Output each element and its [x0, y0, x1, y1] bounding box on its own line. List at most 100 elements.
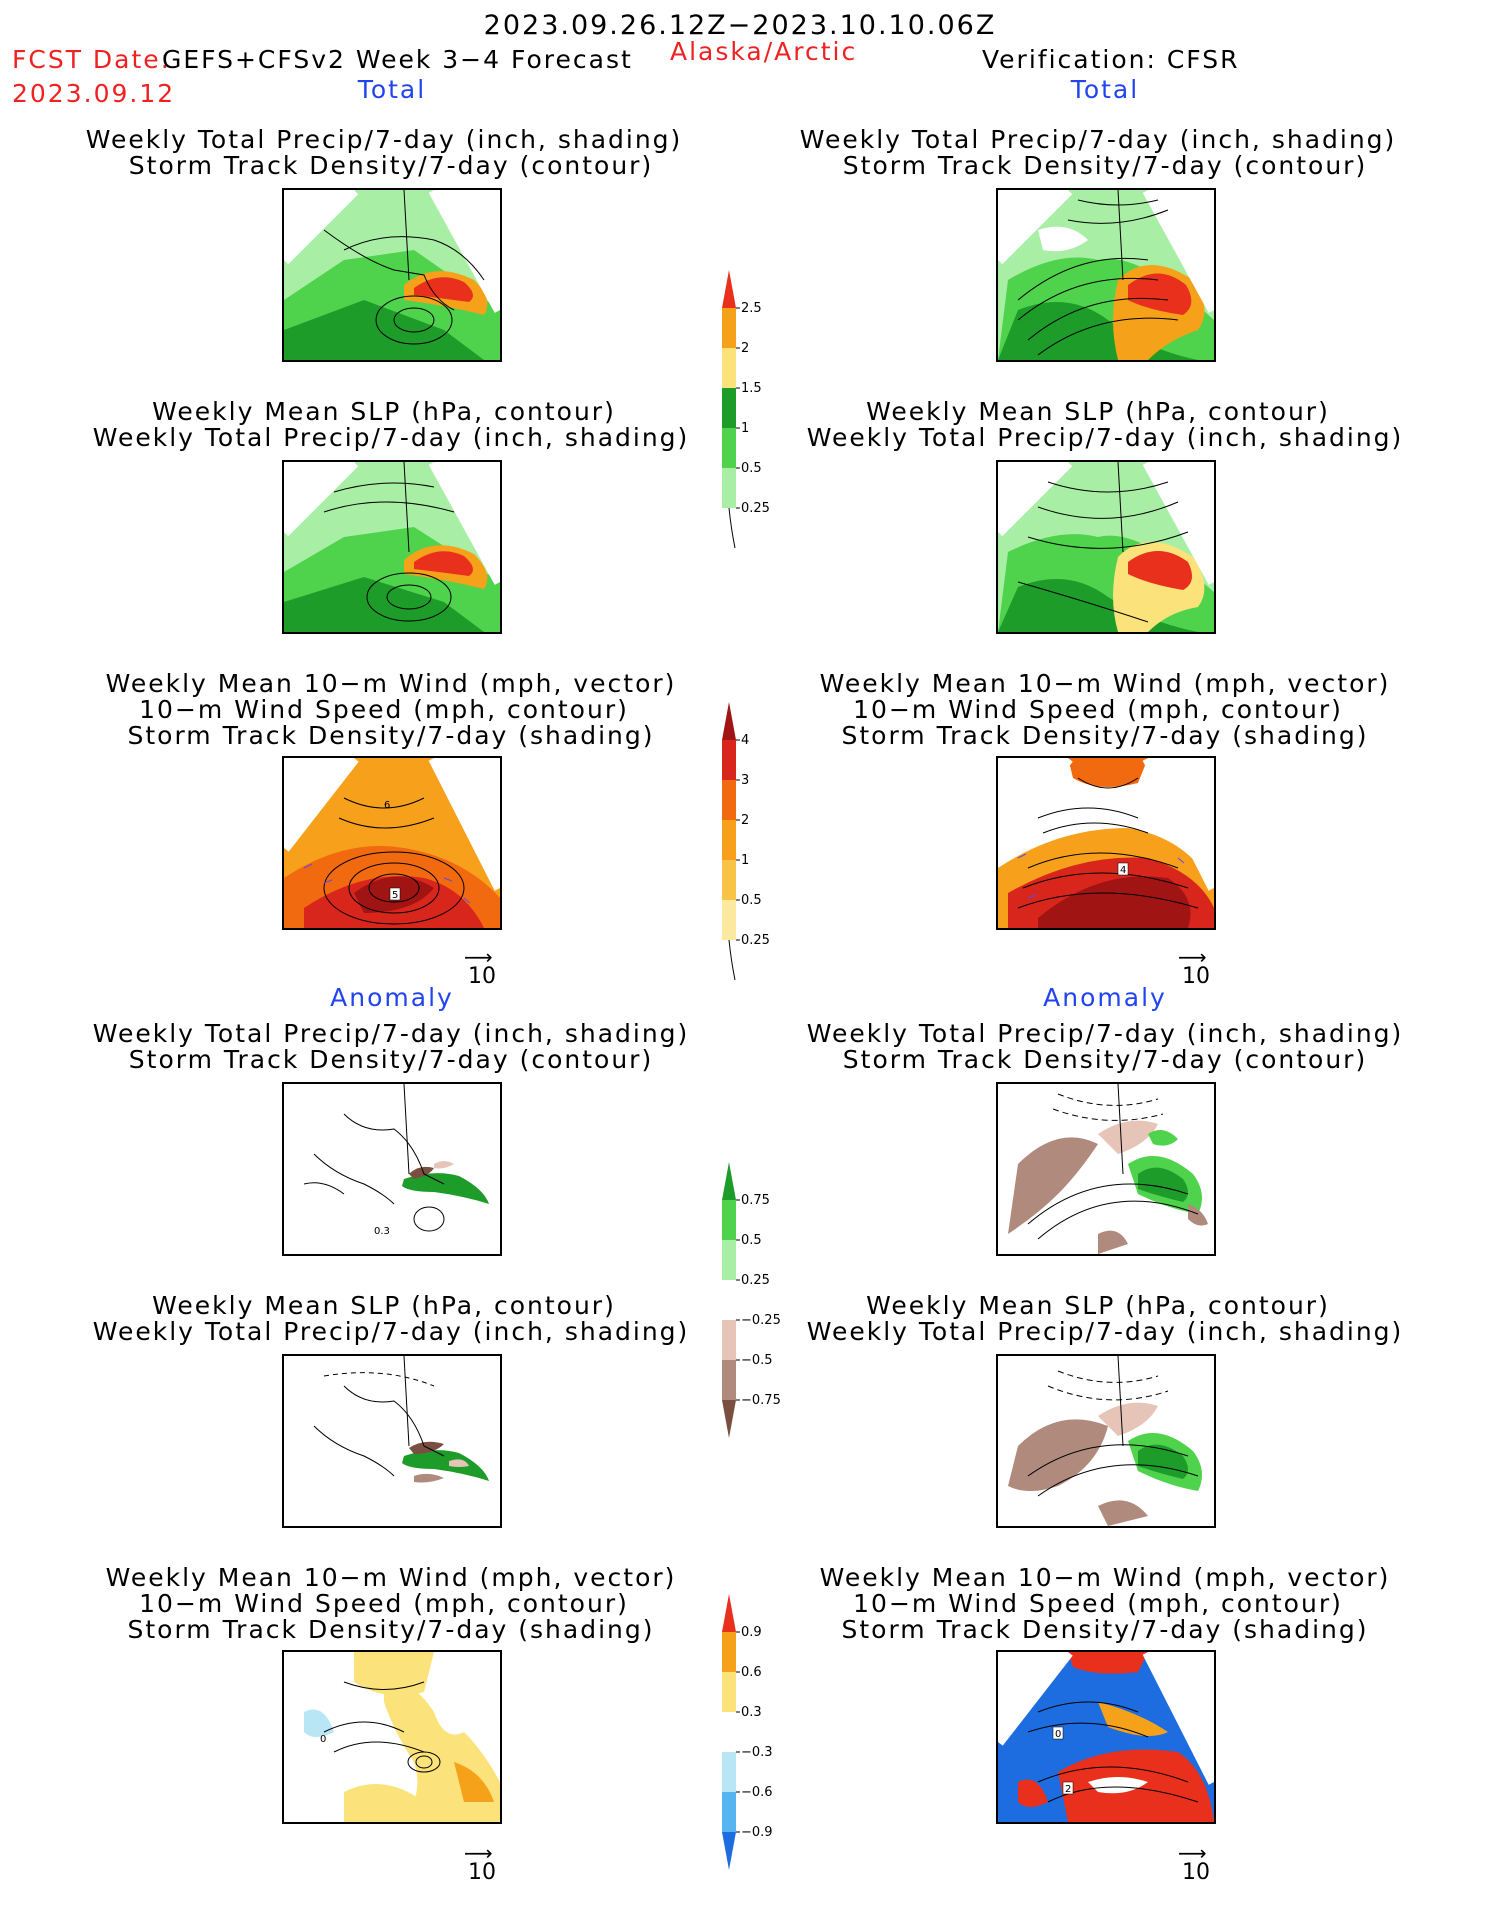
colorbar-segment — [722, 1792, 736, 1832]
map-total-precip-verification — [996, 188, 1216, 362]
colorbar-label: −0.6 — [741, 1785, 773, 1800]
panel-title-line: 10−m Wind Speed (mph, contour) — [853, 695, 1343, 724]
colorbar-label: 1 — [741, 421, 749, 436]
panel-title-line: 10−m Wind Speed (mph, contour) — [853, 1589, 1343, 1618]
map-anom-slp-forecast — [282, 1354, 502, 1528]
colorbar-label: 0.75 — [741, 1193, 770, 1208]
panel-title-line: Weekly Total Precip/7-day (inch, shading… — [92, 1019, 690, 1048]
colorbar-tail — [728, 939, 736, 981]
panel-title-line: Storm Track Density/7-day (contour) — [842, 1045, 1368, 1074]
panel-title-line: Weekly Mean SLP (hPa, contour) — [152, 1291, 616, 1320]
panel-title-line: Storm Track Density/7-day (shading) — [841, 721, 1369, 750]
colorbar-segment — [722, 1632, 736, 1672]
panel-title-line: Weekly Total Precip/7-day (inch, shading… — [92, 423, 690, 452]
colorbar-label: 3 — [741, 773, 749, 788]
colorbar-tail — [728, 507, 736, 549]
colorbar-bottom-triangle — [722, 1832, 736, 1870]
wind-anom-label-right-b: 2 — [1065, 1784, 1071, 1795]
colorbar-label: −0.25 — [741, 1313, 781, 1328]
colorbar-segment — [722, 1672, 736, 1712]
panel-title-line: Weekly Mean SLP (hPa, contour) — [866, 1291, 1330, 1320]
panel-title-line: Storm Track Density/7-day (contour) — [128, 1045, 654, 1074]
colorbar-label: 2.5 — [741, 301, 762, 316]
panel-title-line: Weekly Mean 10−m Wind (mph, vector) — [105, 1563, 677, 1592]
colorbar-segment — [722, 740, 736, 780]
fcst-date-label: FCST Date: — [12, 45, 172, 74]
colorbar-segment — [722, 780, 736, 820]
colorbar-label: 2 — [741, 341, 749, 356]
colorbar-label: 0.5 — [741, 1233, 762, 1248]
verification-title: Verification: CFSR — [982, 45, 1240, 74]
colorbar-segment — [722, 1280, 736, 1320]
colorbar-segment — [722, 308, 736, 348]
colorbar-storm-anom: 0.9 0.6 0.3 −0.3 −0.6 −0.9 — [722, 1594, 773, 1870]
panel-title-line: Storm Track Density/7-day (shading) — [841, 1615, 1369, 1644]
wind-anom-label-left: 0 — [320, 1734, 326, 1745]
colorbar-top-triangle — [722, 1594, 736, 1632]
panel-title-line: Weekly Mean SLP (hPa, contour) — [152, 397, 616, 426]
colorbar-segment — [722, 1712, 736, 1752]
map-anom-wind-forecast: 0 — [282, 1650, 502, 1824]
colorbar-segment — [722, 820, 736, 860]
colorbar-label: 1 — [741, 853, 749, 868]
colorbar-segment — [722, 348, 736, 388]
section-anomaly-left: Anomaly — [330, 983, 454, 1012]
panel-title-line: Storm Track Density/7-day (shading) — [127, 1615, 655, 1644]
map-slp-forecast — [282, 460, 502, 634]
map-anom-slp-verification — [996, 1354, 1216, 1528]
colorbar-segment — [722, 1320, 736, 1360]
colorbar-segment — [722, 388, 736, 428]
panel-title-line: Weekly Total Precip/7-day (inch, shading… — [799, 125, 1397, 154]
arrow-right-icon: ⟶ — [464, 945, 493, 969]
colorbar-bottom-triangle — [722, 1400, 736, 1438]
panel-title-line: Weekly Total Precip/7-day (inch, shading… — [85, 125, 683, 154]
map-total-precip-forecast — [282, 188, 502, 362]
panel-title-line: Weekly Mean 10−m Wind (mph, vector) — [105, 669, 677, 698]
colorbar-segment — [722, 1200, 736, 1240]
map-wind-storm-verification: 4 — [996, 756, 1216, 930]
arrow-right-icon: ⟶ — [1178, 1841, 1207, 1865]
wind-total-label-left-top: 6 — [384, 800, 390, 811]
panel-title-line: Weekly Total Precip/7-day (inch, shading… — [806, 1317, 1404, 1346]
colorbar-top-triangle — [722, 270, 736, 308]
colorbar-segment — [722, 1360, 736, 1400]
panel-title-line: Weekly Total Precip/7-day (inch, shading… — [806, 1019, 1404, 1048]
colorbar-segment — [722, 1240, 736, 1280]
wind-total-label-right: 4 — [1120, 865, 1126, 876]
colorbar-label: 2 — [741, 813, 749, 828]
date-range-title: 2023.09.26.12Z−2023.10.10.06Z — [483, 10, 997, 41]
colorbar-label: 4 — [741, 733, 749, 748]
colorbar-label: −0.5 — [741, 1353, 773, 1368]
colorbar-precip-total: 2.5 2 1.5 1 0.5 0.25 — [722, 270, 770, 549]
map-slp-verification — [996, 460, 1216, 634]
anom-precip-label: 0.3 — [374, 1226, 390, 1237]
vector-reference-value: 10 — [468, 1860, 496, 1885]
panel-title-line: 10−m Wind Speed (mph, contour) — [139, 695, 629, 724]
model-title: GEFS+CFSv2 Week 3−4 Forecast — [162, 45, 633, 74]
region-title: Alaska/Arctic — [670, 37, 858, 66]
vector-reference: ⟶ 10 — [464, 945, 496, 989]
colorbar-label: −0.3 — [741, 1745, 773, 1760]
section-total-right: Total — [1070, 75, 1140, 104]
panel-title-line: Storm Track Density/7-day (contour) — [842, 151, 1368, 180]
map-anom-wind-verification: 0 2 — [996, 1650, 1216, 1824]
panel-title-line: Weekly Mean 10−m Wind (mph, vector) — [819, 1563, 1391, 1592]
section-total-left: Total — [357, 75, 427, 104]
colorbar-label: 0.5 — [741, 461, 762, 476]
map-anom-precip-verification — [996, 1082, 1216, 1256]
arrow-right-icon: ⟶ — [464, 1841, 493, 1865]
vector-reference: ⟶ 10 — [1178, 1841, 1210, 1885]
colorbar-top-triangle — [722, 1162, 736, 1200]
vector-reference-value: 10 — [468, 964, 496, 989]
colorbar-precip-anom: 0.75 0.5 0.25 −0.25 −0.5 −0.75 — [722, 1162, 781, 1438]
section-anomaly-right: Anomaly — [1043, 983, 1167, 1012]
colorbar-segment — [722, 900, 736, 940]
colorbar-label: 0.25 — [741, 933, 770, 948]
colorbar-label: 1.5 — [741, 381, 762, 396]
panel-title-line: Storm Track Density/7-day (contour) — [128, 151, 654, 180]
colorbar-label: −0.75 — [741, 1393, 781, 1408]
map-anom-precip-forecast: 0.3 — [282, 1082, 502, 1256]
colorbar-storm-total: 4 3 2 1 0.5 0.25 — [722, 702, 770, 981]
fcst-date-value: 2023.09.12 — [12, 79, 176, 108]
colorbar-label: −0.9 — [741, 1825, 773, 1840]
